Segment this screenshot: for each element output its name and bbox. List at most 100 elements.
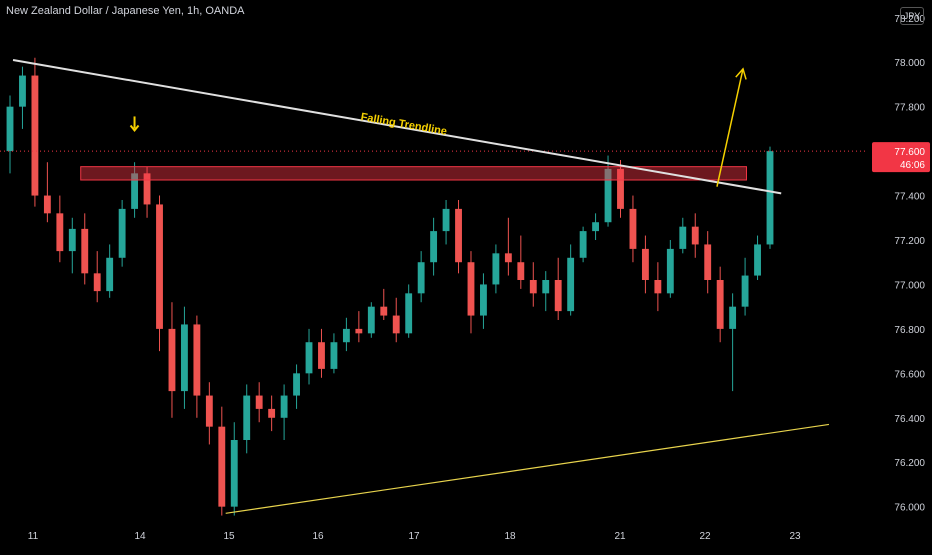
- time-tick-label: 15: [223, 531, 235, 542]
- candle: [691, 226, 699, 245]
- candle: [205, 395, 213, 427]
- price-tick-label: 76.200: [894, 458, 925, 469]
- candle: [417, 262, 425, 294]
- candle: [480, 284, 487, 316]
- candle: [268, 408, 276, 418]
- candle: [716, 280, 724, 329]
- candle: [492, 253, 500, 285]
- time-tick-label: 16: [312, 531, 324, 542]
- candle-countdown-label: 46:06: [900, 160, 925, 171]
- last-price-label: 77.600: [894, 147, 925, 158]
- candle: [305, 342, 313, 374]
- candle: [218, 426, 226, 507]
- candle: [654, 280, 662, 294]
- price-tick-label: 77.000: [894, 280, 925, 291]
- candle: [181, 324, 188, 392]
- candle: [56, 213, 64, 252]
- candle: [579, 231, 587, 258]
- candle: [542, 280, 550, 294]
- candle: [367, 306, 375, 334]
- breakout-arrow-icon: [716, 68, 744, 187]
- candle: [156, 204, 163, 329]
- price-axis: 78.200 78.000 77.800 77.600 77.400 77.200 77.0…: [872, 14, 930, 514]
- candle: [131, 173, 139, 209]
- price-tick-label: 76.800: [894, 325, 925, 336]
- candle: [666, 248, 674, 294]
- trendline-label: Falling Trendline: [360, 111, 448, 138]
- candle: [81, 228, 89, 274]
- candle: [106, 257, 114, 292]
- falling-trendline: [12, 59, 782, 195]
- down-arrow-head-icon: [129, 124, 140, 133]
- time-tick-label: 21: [614, 531, 626, 542]
- candle: [629, 208, 637, 249]
- time-tick-label: 11: [28, 531, 39, 542]
- candle: [193, 324, 201, 396]
- candle: [405, 293, 413, 334]
- time-axis: 11 14 15 16 17 18 21 22 23: [28, 531, 801, 542]
- candle: [330, 342, 338, 369]
- candle: [143, 173, 151, 205]
- breakout-arrow-head-icon: [735, 67, 747, 80]
- candle: [704, 244, 712, 280]
- price-tick-label: 77.400: [894, 192, 925, 203]
- time-tick-label: 14: [134, 531, 146, 542]
- candle: [118, 208, 126, 258]
- candle: [293, 373, 300, 396]
- candle: [255, 395, 263, 409]
- candle: [380, 306, 388, 316]
- price-tick-label: 78.000: [894, 58, 925, 69]
- candle: [442, 208, 450, 232]
- time-tick-label: 23: [789, 531, 801, 542]
- candle: [6, 106, 14, 152]
- candle: [504, 253, 512, 263]
- candle: [467, 262, 475, 316]
- chart-title: New Zealand Dollar / Japanese Yen, 1h, O…: [6, 5, 245, 17]
- candle: [243, 395, 251, 440]
- candle: [342, 328, 350, 343]
- candle: [392, 315, 400, 334]
- candle: [455, 208, 462, 263]
- price-tick-label: 76.400: [894, 414, 925, 425]
- candle: [766, 151, 774, 245]
- candle: [554, 280, 562, 312]
- currency-badge[interactable]: JPY: [900, 7, 924, 25]
- candle: [168, 328, 176, 392]
- resistance-zone: [80, 166, 747, 181]
- candle: [318, 342, 325, 369]
- candle: [68, 228, 76, 252]
- last-price-badge: [872, 142, 930, 173]
- candle: [517, 262, 525, 280]
- candle: [43, 195, 51, 214]
- time-tick-label: 22: [699, 531, 711, 542]
- candle: [729, 306, 737, 329]
- price-tick-label: 77.800: [894, 103, 925, 114]
- time-tick-label: 18: [504, 531, 516, 542]
- candles-layer: [6, 57, 774, 516]
- candle: [617, 168, 624, 209]
- annotations-layer: Falling Trendline: [0, 59, 868, 514]
- rising-trendline: [225, 423, 830, 514]
- price-tick-label: 76.000: [894, 503, 925, 514]
- candle: [604, 168, 612, 223]
- candle: [230, 440, 238, 507]
- candle: [31, 75, 39, 196]
- time-tick-label: 17: [408, 531, 420, 542]
- candle: [529, 280, 537, 294]
- candle: [754, 244, 761, 276]
- candle: [280, 395, 288, 418]
- candle: [19, 75, 26, 107]
- price-tick-label: 76.600: [894, 369, 925, 380]
- candle: [567, 257, 575, 312]
- candle: [592, 222, 599, 232]
- candle: [93, 273, 101, 292]
- candle: [355, 328, 363, 334]
- price-tick-label: 78.200: [894, 14, 925, 25]
- candle: [430, 231, 438, 263]
- candle: [679, 226, 687, 249]
- price-tick-label: 77.200: [894, 236, 925, 247]
- candle: [741, 275, 749, 307]
- candle: [641, 248, 649, 280]
